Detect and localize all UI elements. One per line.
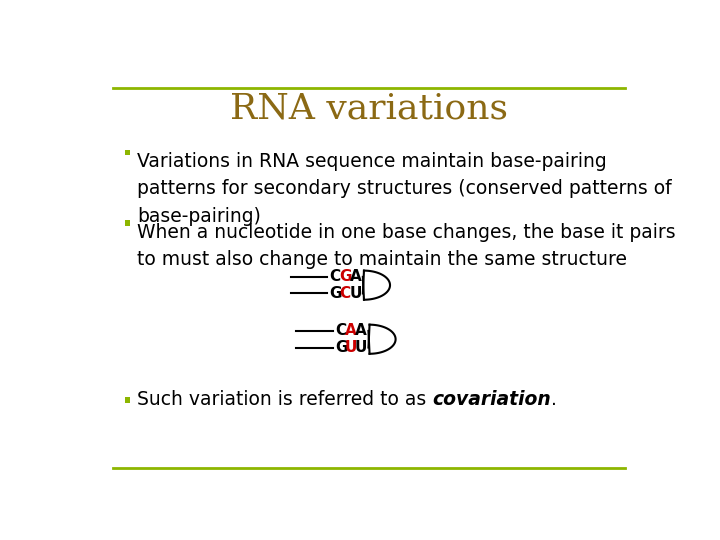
Text: U: U (349, 286, 362, 301)
Text: When a nucleotide in one base changes, the base it pairs
to must also change to : When a nucleotide in one base changes, t… (138, 223, 676, 269)
Text: G: G (335, 340, 348, 355)
Text: U: U (355, 340, 367, 355)
Text: C: C (335, 323, 346, 339)
Text: Such variation is referred to as: Such variation is referred to as (138, 390, 433, 409)
Text: .: . (552, 390, 557, 409)
Text: A: A (349, 269, 361, 285)
Text: Variations in RNA sequence maintain base-pairing
patterns for secondary structur: Variations in RNA sequence maintain base… (138, 152, 672, 226)
Text: U: U (345, 340, 357, 355)
Text: A: A (355, 323, 366, 339)
Bar (125, 220, 130, 226)
Text: covariation: covariation (433, 390, 552, 409)
Text: C: C (329, 269, 341, 285)
Text: G: G (339, 269, 352, 285)
Text: RNA variations: RNA variations (230, 91, 508, 125)
Bar (125, 397, 130, 402)
Text: A: A (345, 323, 356, 339)
Text: G: G (329, 286, 342, 301)
Text: C: C (339, 286, 351, 301)
Bar (125, 150, 130, 155)
